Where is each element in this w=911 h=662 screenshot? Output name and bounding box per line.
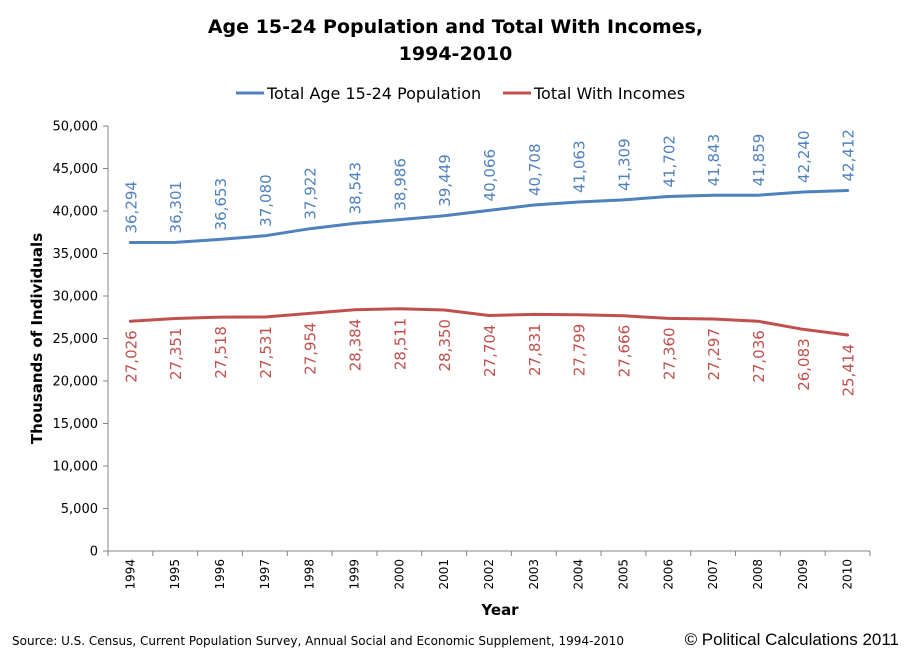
y-tick-label: 50,000 <box>53 120 99 135</box>
x-tick-label: 2008 <box>751 559 765 590</box>
x-tick-label: 1997 <box>258 559 272 590</box>
data-label: 39,449 <box>436 154 454 207</box>
x-tick-label: 2001 <box>437 559 451 590</box>
data-label: 38,543 <box>347 162 365 215</box>
data-label: 37,080 <box>257 174 275 227</box>
data-label: 27,666 <box>615 325 633 378</box>
x-tick-label: 2006 <box>661 559 675 590</box>
data-label: 28,511 <box>391 318 409 371</box>
series-line-2 <box>128 307 850 337</box>
x-tick-label: 2000 <box>392 559 406 590</box>
chart-title: Age 15-24 Population and Total With Inco… <box>0 14 911 68</box>
data-label: 28,384 <box>347 319 365 372</box>
legend-label: Total With Incomes <box>533 84 685 103</box>
y-axis-title: Thousands of Individuals <box>28 233 46 444</box>
data-label: 27,531 <box>257 326 275 379</box>
data-label: 41,859 <box>750 134 768 187</box>
y-tick-label: 15,000 <box>53 417 99 432</box>
data-label: 26,083 <box>795 338 813 391</box>
data-label: 27,351 <box>167 328 185 381</box>
data-label: 27,036 <box>750 330 768 383</box>
chart-title-line-2: 1994-2010 <box>398 43 513 65</box>
y-tick-label: 30,000 <box>53 290 99 305</box>
y-tick-label: 45,000 <box>53 162 99 177</box>
x-tick-label: 2010 <box>841 559 855 590</box>
data-label: 27,518 <box>212 326 230 379</box>
y-tick-label: 0 <box>90 545 98 560</box>
data-label: 27,799 <box>571 324 589 377</box>
data-label: 36,294 <box>122 181 140 234</box>
data-label: 27,297 <box>705 328 723 381</box>
x-tick-label: 1999 <box>348 559 362 590</box>
data-label: 40,708 <box>526 143 544 196</box>
x-tick-label: 2002 <box>482 559 496 590</box>
x-tick-label: 2004 <box>572 559 586 590</box>
data-label: 27,026 <box>122 330 140 383</box>
y-tick-label: 25,000 <box>53 332 99 347</box>
x-tick-label: 2005 <box>616 559 630 590</box>
data-label: 40,066 <box>481 149 499 202</box>
x-tick-label: 2009 <box>796 559 810 590</box>
data-label: 41,843 <box>705 134 723 187</box>
legend-label: Total Age 15-24 Population <box>266 84 481 103</box>
data-label: 27,360 <box>660 327 678 380</box>
data-label: 42,412 <box>840 129 858 182</box>
data-label: 27,954 <box>302 322 320 375</box>
data-label: 41,309 <box>615 138 633 191</box>
series-line-1 <box>128 189 850 244</box>
source-note: Source: U.S. Census, Current Population … <box>12 634 624 648</box>
data-label: 37,922 <box>302 167 320 220</box>
data-label: 27,831 <box>526 323 544 376</box>
y-tick-label: 5,000 <box>61 502 98 517</box>
x-tick-label: 1996 <box>213 559 227 590</box>
copyright-note: © Political Calculations 2011 <box>684 630 899 649</box>
y-tick-label: 20,000 <box>53 375 99 390</box>
x-tick-label: 1998 <box>303 559 317 590</box>
x-tick-label: 1995 <box>168 559 182 590</box>
y-tick-label: 35,000 <box>53 247 99 262</box>
x-tick-label: 1994 <box>123 559 137 590</box>
x-tick-label: 2007 <box>706 559 720 590</box>
y-tick-label: 40,000 <box>53 205 99 220</box>
chart-title-line-1: Age 15-24 Population and Total With Inco… <box>207 16 704 38</box>
x-axis-title: Year <box>480 601 519 619</box>
data-label: 41,063 <box>571 140 589 193</box>
data-label: 42,240 <box>795 130 813 183</box>
data-label: 27,704 <box>481 325 499 378</box>
x-tick-label: 2003 <box>527 559 541 590</box>
data-label: 41,702 <box>660 135 678 188</box>
data-label: 38,986 <box>391 158 409 211</box>
data-label: 36,653 <box>212 178 230 231</box>
data-label: 28,350 <box>436 319 454 372</box>
data-label: 36,301 <box>167 181 185 234</box>
data-label: 25,414 <box>840 344 858 397</box>
y-tick-label: 10,000 <box>53 460 99 475</box>
